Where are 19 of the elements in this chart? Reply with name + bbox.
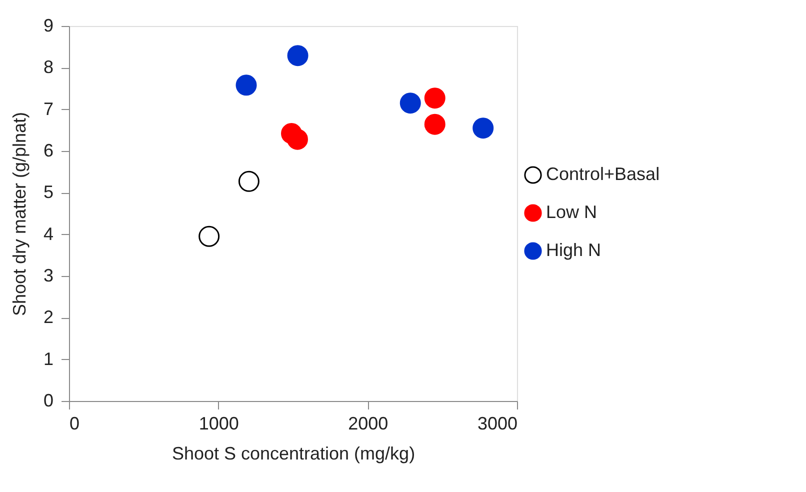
y-tick-label: 9	[43, 16, 54, 36]
y-tick-label: 2	[43, 307, 54, 328]
x-tick-label: 3000	[477, 414, 518, 434]
legend-label: High N	[546, 240, 602, 260]
legend-label: Low N	[546, 202, 598, 222]
y-tick-label: 6	[43, 140, 54, 160]
y-tick-label: 4	[43, 224, 54, 244]
x-tick-label: 2000	[348, 414, 388, 434]
y-tick-label: 1	[43, 348, 54, 369]
x-tick-label: 0	[70, 414, 80, 434]
legend-label: Control+Basal	[546, 164, 660, 184]
y-tick-label: 5	[43, 182, 54, 202]
y-tick-label: 7	[43, 98, 54, 119]
x-tick-label: 1000	[198, 414, 239, 434]
x-axis-title: Shoot S concentration (mg/kg)	[172, 444, 416, 464]
y-tick-label: 8	[43, 57, 54, 78]
y-tick-label: 0	[43, 390, 54, 410]
y-axis-title: Shoot dry matter (g/plnat)	[9, 112, 30, 316]
y-tick-label: 3	[43, 266, 54, 286]
